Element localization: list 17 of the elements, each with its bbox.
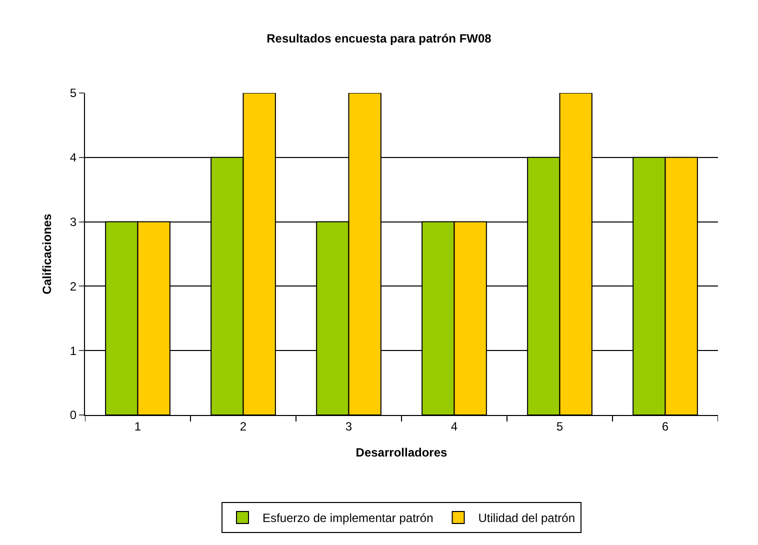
x-tick-label: 6 [662,419,669,434]
x-tick-label: 5 [556,419,564,434]
x-tick-label: 1 [134,419,142,434]
y-tick-label: 1 [70,344,77,358]
y-axis-title: Calificaciones [40,213,54,294]
y-tick-label: 2 [70,279,77,294]
x-tick-label: 2 [240,419,247,434]
y-tick-label: 4 [70,150,77,165]
x-tick-label: 3 [345,419,352,434]
x-axis-title: Desarrolladores [356,445,448,460]
chart-title: Resultados encuesta para patrón FW08 [266,31,492,46]
legend-label: Utilidad del patrón [478,511,575,526]
y-tick-label: 3 [70,215,77,229]
legend-label: Esfuerzo de implementar patrón [262,511,434,526]
y-tick-label: 5 [70,86,77,100]
x-tick-label: 4 [450,419,458,434]
y-tick-label: 0 [70,408,77,422]
